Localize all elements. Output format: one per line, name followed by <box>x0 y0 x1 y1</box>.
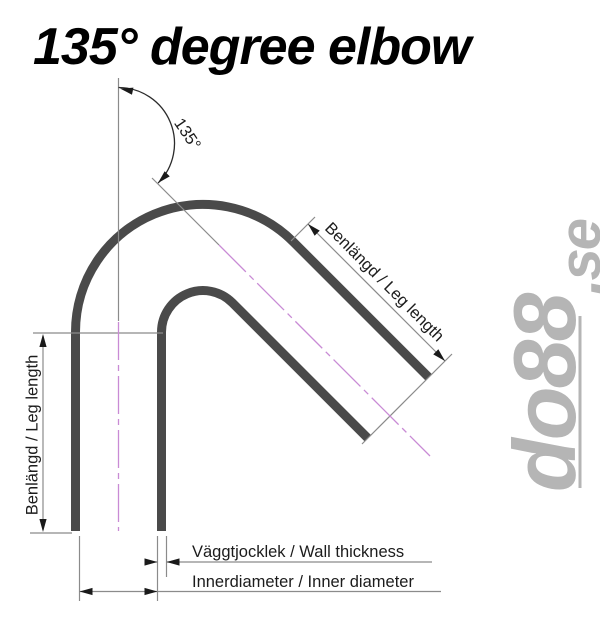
watermark: do88.se <box>495 219 600 492</box>
tube-end-face-line <box>361 353 453 445</box>
angle-dimension-arc <box>118 86 176 184</box>
leg-right-dimension-line <box>307 223 446 362</box>
tube-walls <box>71 199 432 531</box>
wall-thickness-label: Väggtjocklek / Wall thickness <box>192 543 404 561</box>
dimension-lines <box>30 78 453 601</box>
tube-outer-wall <box>71 199 432 531</box>
watermark-brand: do88 <box>495 293 594 492</box>
angle-diagonal-extension-line <box>151 177 220 246</box>
tube-inner-wall <box>157 286 371 531</box>
diagonal-leg-centerline <box>218 244 431 457</box>
leg-right-start-tick <box>290 216 316 242</box>
page-title: 135° degree elbow <box>33 18 475 76</box>
centerlines <box>117 244 431 531</box>
watermark-tld: .se <box>548 219 600 294</box>
watermark-text: do88.se <box>495 219 600 492</box>
inner-diameter-label: Innerdiameter / Inner diameter <box>192 573 414 591</box>
leg-left-label: Benlängd / Leg length <box>24 355 42 516</box>
